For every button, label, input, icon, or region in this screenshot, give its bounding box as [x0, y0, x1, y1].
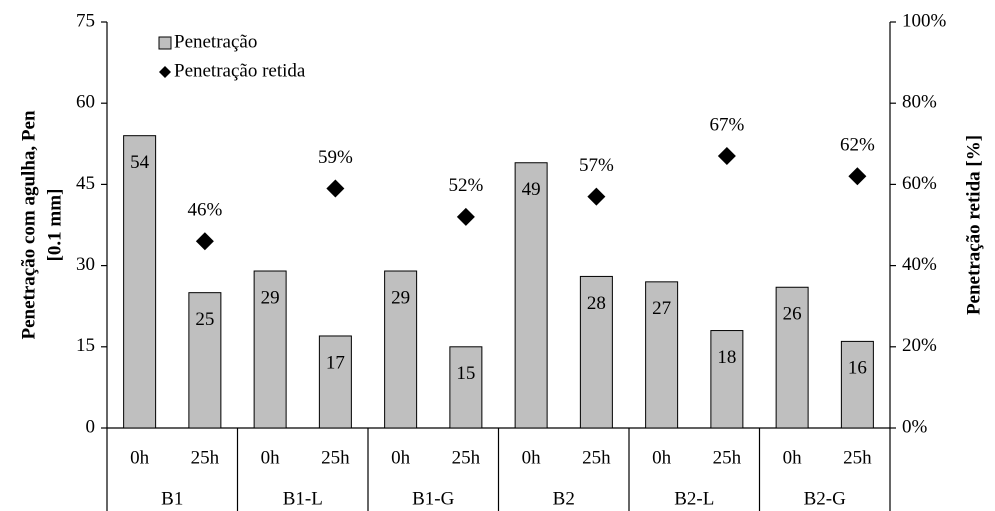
marker — [456, 207, 475, 226]
y-tick-label: 30 — [76, 254, 95, 275]
data-label: 49 — [522, 179, 541, 200]
y-axis-title: Penetração com agulha, Pen — [18, 110, 39, 339]
x-tick-label: 0h — [783, 447, 803, 468]
data-label: 27 — [652, 298, 671, 319]
group-label: B1 — [161, 488, 183, 509]
x-tick-label: 0h — [261, 447, 281, 468]
data-label: 57% — [579, 155, 614, 176]
legend-marker — [158, 36, 172, 50]
bar — [318, 335, 352, 429]
y-tick-label: 75 — [76, 10, 95, 31]
bar — [775, 286, 809, 429]
marker — [587, 187, 606, 206]
group-label: B2 — [553, 488, 575, 509]
group-label: B1-L — [283, 488, 323, 509]
bar — [579, 275, 613, 429]
marker — [717, 146, 736, 165]
y2-tick-label: 40% — [902, 254, 937, 275]
bar — [710, 330, 744, 429]
group-label: B1-G — [412, 488, 455, 509]
x-tick-label: 25h — [582, 447, 611, 468]
data-label: 46% — [187, 200, 222, 221]
bar — [188, 292, 222, 429]
bar — [514, 162, 548, 429]
y2-tick-label: 60% — [902, 173, 937, 194]
group-label: B2-G — [804, 488, 847, 509]
x-tick-label: 0h — [652, 447, 672, 468]
x-tick-label: 0h — [522, 447, 542, 468]
y2-tick-label: 0% — [902, 416, 928, 437]
group-label: B2-L — [674, 488, 714, 509]
data-label: 28 — [587, 293, 606, 314]
data-label: 17 — [326, 352, 345, 373]
x-tick-label: 25h — [713, 447, 742, 468]
data-label: 25 — [195, 309, 214, 330]
y2-tick-label: 80% — [902, 92, 937, 113]
marker — [848, 167, 867, 186]
data-label: 54 — [130, 152, 150, 173]
y-tick-label: 60 — [76, 92, 95, 113]
data-label: 18 — [717, 347, 736, 368]
legend-label: Penetração retida — [174, 60, 306, 81]
data-label: 16 — [848, 358, 867, 379]
bar — [840, 340, 874, 429]
bar — [253, 270, 287, 429]
x-tick-label: 25h — [452, 447, 481, 468]
x-tick-label: 0h — [391, 447, 411, 468]
data-label: 62% — [840, 135, 875, 156]
marker — [195, 232, 214, 251]
bar — [449, 346, 483, 429]
y2-tick-label: 100% — [902, 10, 947, 31]
y-tick-label: 15 — [76, 335, 95, 356]
x-tick-label: 25h — [843, 447, 872, 468]
legend-label: Penetração — [174, 31, 257, 52]
x-tick-label: 25h — [191, 447, 220, 468]
data-label: 59% — [318, 147, 353, 168]
y-axis-title: [0.1 mm] — [44, 189, 65, 262]
bar — [384, 270, 418, 429]
y2-axis-title: Penetração retida [%] — [963, 135, 984, 315]
bar — [123, 135, 157, 429]
y-tick-label: 0 — [86, 416, 96, 437]
legend-marker — [159, 66, 171, 78]
data-label: 29 — [261, 287, 280, 308]
marker — [326, 179, 345, 198]
data-label: 67% — [709, 114, 744, 135]
x-tick-label: 25h — [321, 447, 350, 468]
data-label: 52% — [448, 175, 483, 196]
bar — [645, 281, 679, 429]
data-label: 15 — [456, 363, 475, 384]
y2-tick-label: 20% — [902, 335, 937, 356]
data-label: 29 — [391, 287, 410, 308]
data-label: 26 — [783, 304, 802, 325]
y-tick-label: 45 — [76, 173, 95, 194]
x-tick-label: 0h — [130, 447, 150, 468]
